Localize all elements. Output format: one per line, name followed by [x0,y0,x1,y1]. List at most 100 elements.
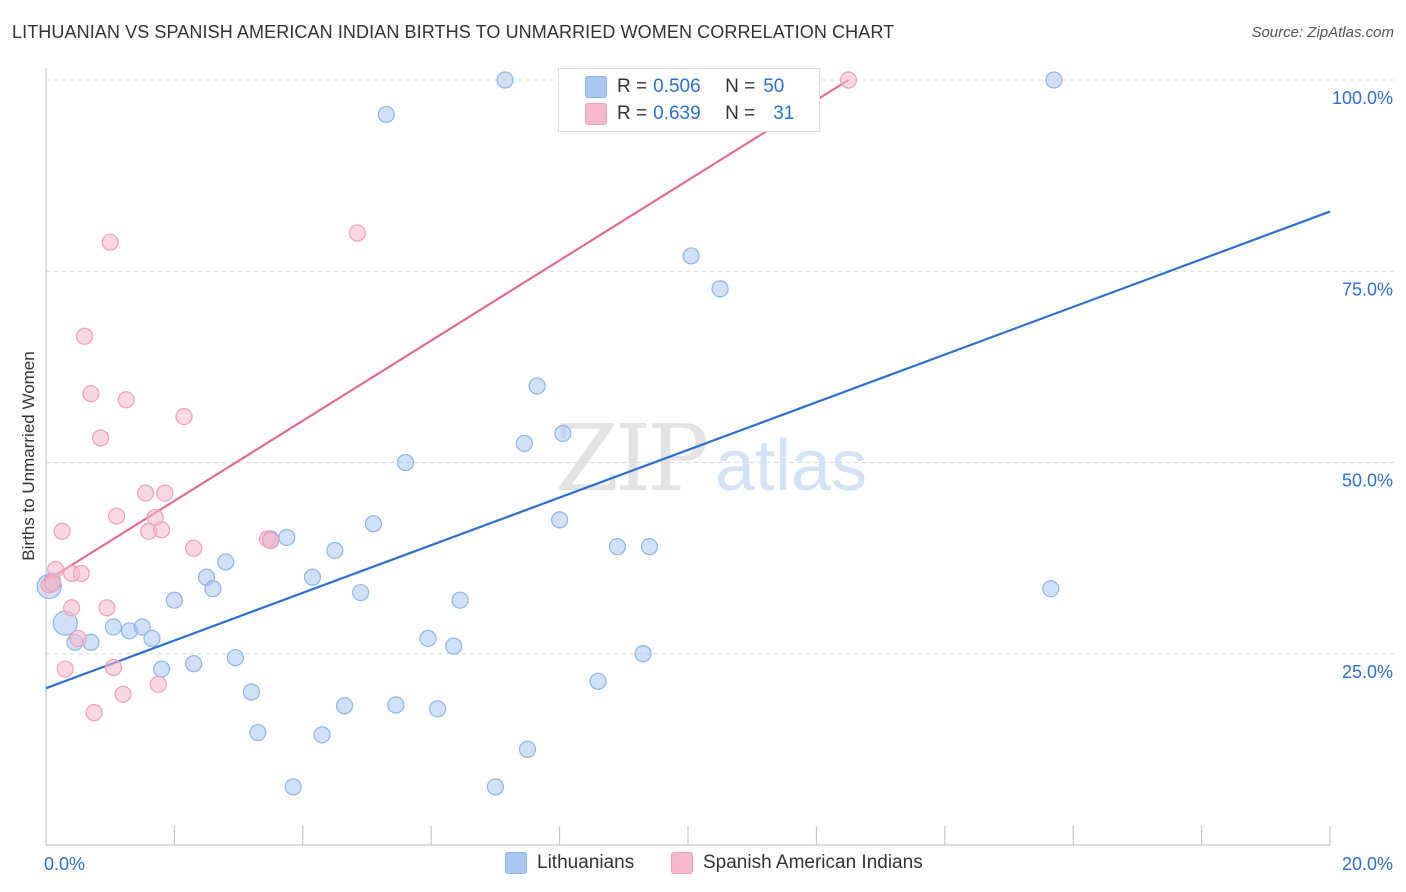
point-lithuanians [451,591,469,609]
point-spanish-american-indians [43,574,62,592]
point-lithuanians [1045,71,1063,89]
point-lithuanians [152,660,171,678]
point-lithuanians [554,424,572,443]
point-lithuanians [486,778,504,796]
point-lithuanians [204,580,222,598]
stats-row-spanish-american-indians: R = 0.639 N = 31 [585,103,794,125]
point-lithuanians [528,377,546,395]
chart-title: LITHUANIAN VS SPANISH AMERICAN INDIAN BI… [12,22,895,42]
legend-item-spanish-american-indians: Spanish American Indians [671,852,923,874]
y-tick-label: 75.0% [1342,279,1393,299]
point-spanish-american-indians [75,327,94,345]
point-spanish-american-indians [839,71,858,89]
point-spanish-american-indians [175,408,193,426]
y-tick-label: 100.0% [1332,88,1393,108]
x-tick-label: 0.0% [44,854,85,874]
point-lithuanians [387,696,405,714]
y-tick-label: 25.0% [1342,662,1393,682]
point-lithuanians [284,778,302,796]
point-lithuanians [165,591,183,609]
point-lithuanians [351,583,370,602]
point-spanish-american-indians [101,233,119,251]
legend-swatch-lithuanians [505,852,527,874]
point-spanish-american-indians [69,629,87,648]
point-lithuanians [496,71,514,89]
stats-r-value: 0.506 [653,76,701,97]
stats-n-value: 50 [763,76,785,97]
point-spanish-american-indians [91,429,110,447]
point-lithuanians [133,618,151,636]
stats-swatch-spanish-american-indians [585,103,607,125]
point-spanish-american-indians [56,660,74,678]
point-lithuanians [589,672,607,690]
y-tick-label: 50.0% [1342,471,1393,491]
point-lithuanians [1042,580,1060,598]
point-spanish-american-indians [185,539,203,557]
axis-layer: 25.0% 50.0% 75.0% 100.0% 0.0% 20.0% [44,68,1393,874]
legend-item-lithuanians: Lithuanians [505,852,634,874]
point-spanish-american-indians [72,564,90,583]
watermark-zip: ZIP [555,405,706,512]
chart-source: Source: ZipAtlas.com [1251,24,1394,41]
point-spanish-american-indians [104,658,123,677]
point-lithuanians [515,434,533,452]
point-lithuanians [104,618,123,636]
point-lithuanians [419,629,437,648]
point-lithuanians [335,697,354,715]
point-lithuanians [396,453,415,472]
stats-swatch-lithuanians [585,76,607,98]
trendline-spanish-american-indians [45,79,850,583]
point-lithuanians [640,538,659,556]
watermark: ZIP atlas [555,405,867,512]
y-axis-label: Births to Unmarried Women [19,351,38,560]
point-spanish-american-indians [108,507,126,525]
stats-row-lithuanians: R = 0.506 N = 50 [585,76,784,98]
point-spanish-american-indians [117,391,135,409]
stats-box: R = 0.506 N = 50 R = 0.639 N = 31 [558,68,820,132]
point-spanish-american-indians [152,521,171,539]
point-lithuanians [242,683,261,701]
stats-n-label: N = [725,76,756,97]
point-lithuanians [634,645,652,663]
point-lithuanians [364,515,383,533]
trendline-lithuanians [45,210,1331,690]
stats-n-value: 31 [773,103,795,124]
watermark-atlas: atlas [715,426,867,506]
point-lithuanians [711,280,729,298]
point-lithuanians [249,723,267,742]
point-lithuanians [550,511,569,529]
point-lithuanians [377,105,395,124]
stats-n-label: N = [725,103,756,124]
point-spanish-american-indians [348,224,366,242]
point-spanish-american-indians [85,704,103,722]
point-lithuanians [226,648,244,667]
points-layer [36,71,1063,796]
point-lithuanians [313,726,331,744]
x-tick-label: 20.0% [1342,854,1393,874]
point-lithuanians [682,247,700,265]
point-spanish-american-indians [136,484,155,502]
point-lithuanians [278,528,296,547]
legend-swatch-spanish-american-indians [671,852,693,874]
stats-r-label: R = [617,76,648,97]
point-lithuanians [445,637,463,655]
point-spanish-american-indians [82,385,100,403]
point-spanish-american-indians [114,685,132,703]
point-spanish-american-indians [156,484,174,502]
point-lithuanians [608,538,626,556]
point-lithuanians [429,700,447,718]
stats-r-value: 0.639 [653,103,701,124]
point-lithuanians [326,541,344,560]
point-spanish-american-indians [262,531,280,550]
point-spanish-american-indians [149,675,167,693]
stats-r-label: R = [617,103,648,124]
point-lithuanians [217,553,235,571]
point-spanish-american-indians [63,599,81,617]
point-spanish-american-indians [98,599,116,617]
grid-layer [46,79,1395,655]
trendline-layer [45,79,1331,690]
point-lithuanians [518,740,537,758]
point-spanish-american-indians [53,522,71,540]
legend-label-spanish-american-indians: Spanish American Indians [703,852,923,873]
